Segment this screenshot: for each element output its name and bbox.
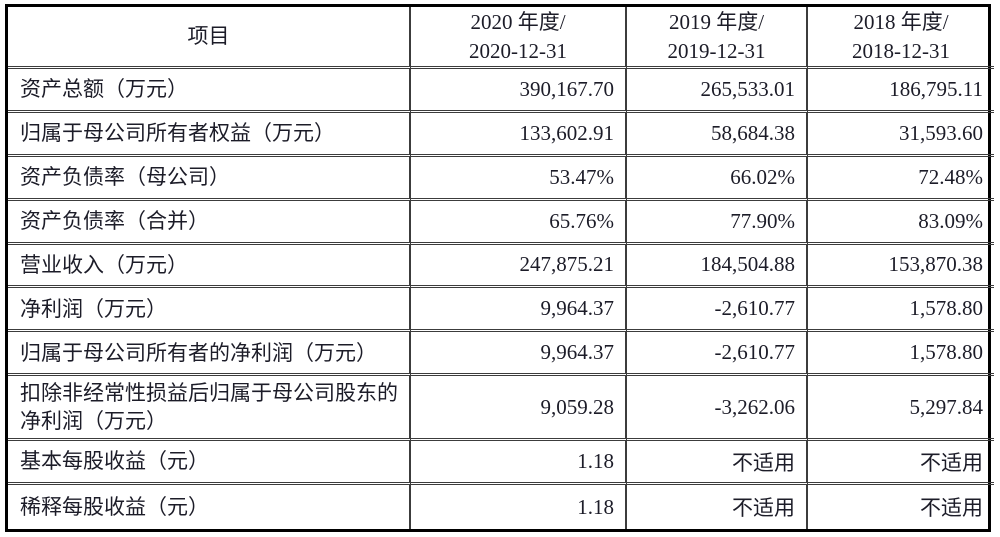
header-item-label: 项目 [187,24,230,49]
row-value-2018: 31,593.60 [808,113,994,157]
financial-summary-table: 项目 2020 年度/ 2020-12-31 2019 年度/ 2019-12-… [8,7,994,529]
row-label: 基本每股收益（元） [8,441,411,485]
row-label: 归属于母公司所有者权益（万元） [8,112,411,157]
financial-summary-table-frame: 项目 2020 年度/ 2020-12-31 2019 年度/ 2019-12-… [5,4,994,532]
row-value-2018: 153,870.38 [808,245,994,289]
row-value-2019: 66.02% [627,156,808,201]
row-label: 资产总额（万元） [8,69,411,113]
row-value-2019: -2,610.77 [627,332,808,377]
row-value-2020: 390,167.70 [411,69,627,113]
header-cell-2019: 2019 年度/ 2019-12-31 [627,7,808,69]
row-label: 净利润（万元） [8,288,411,333]
row-value-2020: 9,964.37 [411,288,627,333]
row-value-2020: 1.18 [411,441,627,485]
row-value-2019: -3,262.06 [627,376,808,442]
row-value-2020: 65.76% [411,200,627,245]
header-cell-2020: 2020 年度/ 2020-12-31 [411,7,627,69]
table-row: 基本每股收益（元） 1.18 不适用 不适用 [8,441,994,485]
row-value-2019: 58,684.38 [627,112,808,157]
header-2019-line1: 2019 年度/ [668,10,765,35]
header-2020-line1: 2020 年度/ [470,10,566,35]
row-value-2018: 1,578.80 [808,332,994,377]
row-value-2020: 247,875.21 [411,244,627,289]
header-cell-item: 项目 [8,7,411,69]
row-value-2018: 不适用 [808,441,994,485]
header-2020-line2: 2020-12-31 [469,38,567,63]
table-row: 净利润（万元） 9,964.37 -2,610.77 1,578.80 [8,288,994,333]
row-value-2019: -2,610.77 [627,288,808,333]
table-row: 归属于母公司所有者的净利润（万元） 9,964.37 -2,610.77 1,5… [8,332,994,377]
table-row: 资产负债率（合并） 65.76% 77.90% 83.09% [8,200,994,245]
table-row: 归属于母公司所有者权益（万元） 133,602.91 58,684.38 31,… [8,112,994,157]
row-value-2020: 1.18 [411,485,627,529]
row-label: 资产负债率（母公司） [8,156,411,201]
row-label: 资产负债率（合并） [8,200,411,245]
row-value-2020: 9,059.28 [411,376,627,442]
row-value-2020: 53.47% [411,156,627,201]
header-2018-line2: 2018-12-31 [852,38,950,63]
header-row: 项目 2020 年度/ 2020-12-31 2019 年度/ 2019-12-… [8,7,994,69]
table-row: 稀释每股收益（元） 1.18 不适用 不适用 [8,485,994,529]
row-label: 稀释每股收益（元） [8,485,411,529]
row-value-2018: 不适用 [920,496,983,520]
row-value-2018: 72.48% [808,157,994,201]
row-value-2018: 186,795.11 [808,69,994,113]
row-value-2020: 9,964.37 [411,332,627,377]
row-value-2018: 5,297.84 [808,376,994,442]
row-value-2019: 77.90% [627,200,808,245]
header-2019-line2: 2019-12-31 [667,38,766,63]
row-value-2018: 1,578.80 [808,288,994,333]
row-value-2019: 不适用 [627,485,808,529]
table-row: 扣除非经常性损益后归属于母公司股东的净利润（万元） 9,059.28 -3,26… [8,376,994,442]
header-2018-line1: 2018 年度/ [853,10,949,35]
row-value-2020: 133,602.91 [411,112,627,157]
row-value-2019: 不适用 [627,441,808,485]
row-label: 营业收入（万元） [8,244,411,289]
row-value-2019: 184,504.88 [627,244,808,289]
row-value-2018: 83.09% [808,201,994,245]
row-label: 归属于母公司所有者的净利润（万元） [8,332,411,377]
row-label: 扣除非经常性损益后归属于母公司股东的净利润（万元） [8,376,411,442]
table-row: 营业收入（万元） 247,875.21 184,504.88 153,870.3… [8,244,994,289]
header-cell-2018: 2018 年度/ 2018-12-31 [808,7,994,69]
table-row: 资产总额（万元） 390,167.70 265,533.01 186,795.1… [8,69,994,113]
row-value-2019: 265,533.01 [627,69,808,113]
table-row: 资产负债率（母公司） 53.47% 66.02% 72.48% [8,156,994,201]
